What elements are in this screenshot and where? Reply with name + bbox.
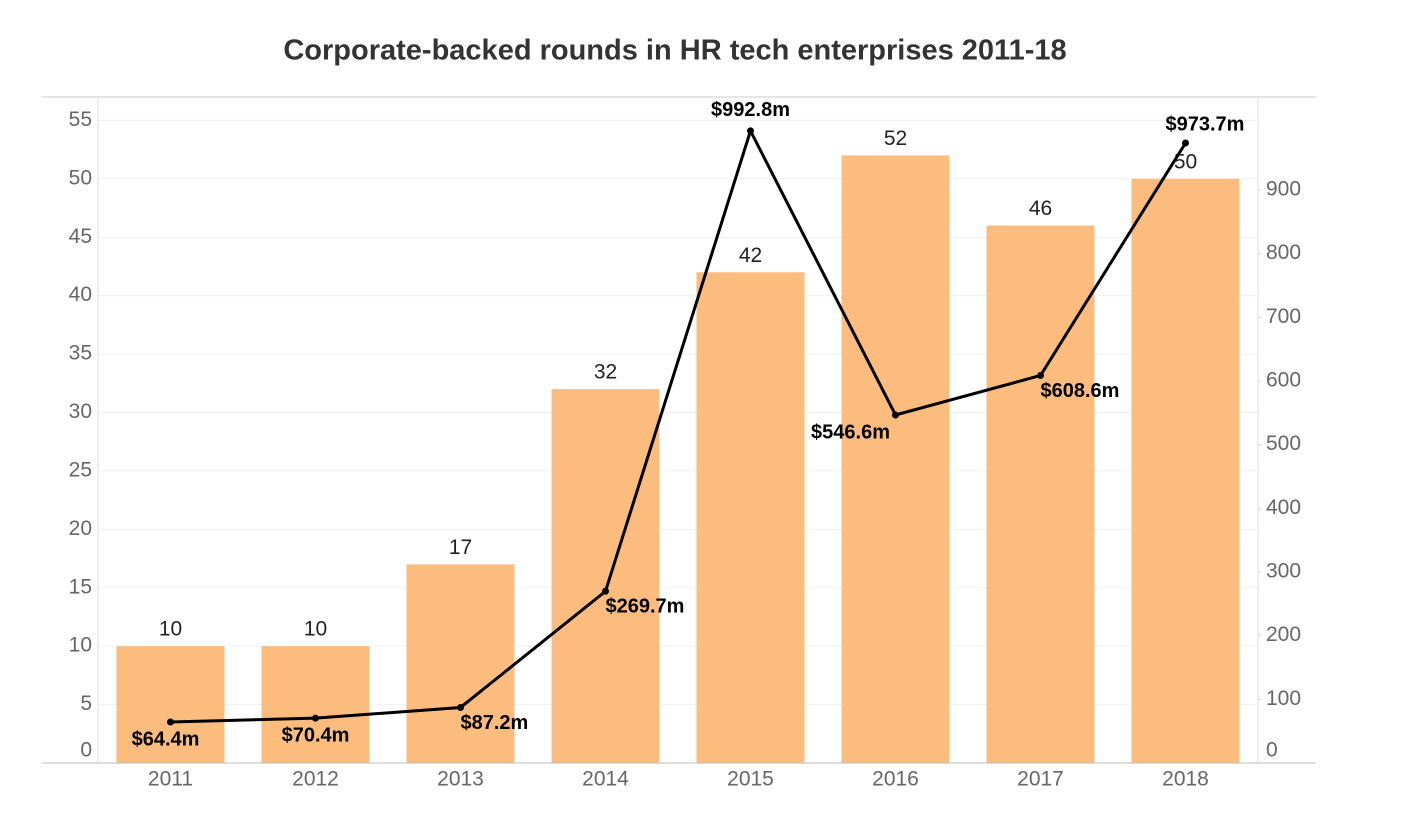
line-label: $608.6m: [1041, 380, 1120, 402]
y2-tick-label: 600: [1266, 369, 1301, 392]
y-tick-label: 55: [69, 108, 92, 131]
bar: [986, 225, 1095, 764]
x-tick-label: 2011: [148, 768, 193, 791]
line-label: $973.7m: [1166, 113, 1245, 135]
line-point: [1182, 139, 1189, 147]
y-tick-label: 10: [69, 634, 92, 657]
x-tick-label: 2016: [872, 768, 919, 791]
chart-title: Corporate-backed rounds in HR tech enter…: [283, 35, 1066, 67]
line-point: [312, 714, 319, 722]
bar: [551, 389, 660, 763]
bar-label: 32: [594, 361, 617, 384]
x-tick-label: 2012: [292, 768, 339, 791]
bar: [116, 646, 225, 763]
line-label: $70.4m: [282, 724, 350, 746]
line-label: $64.4m: [132, 728, 200, 750]
x-tick-label: 2015: [727, 768, 774, 791]
y-tick-label: 40: [69, 283, 92, 306]
y2-tick-label: 100: [1266, 687, 1301, 710]
y-tick-label: 50: [69, 166, 92, 189]
line-point: [747, 127, 754, 135]
bar-label: 50: [1174, 150, 1197, 173]
y-tick-label: 25: [69, 458, 92, 481]
line-label: $87.2m: [461, 712, 529, 734]
y2-tick-label: 0: [1266, 739, 1278, 762]
x-tick-label: 2017: [1017, 768, 1064, 791]
y2-tick-label: 200: [1266, 623, 1301, 646]
line-point: [602, 587, 609, 595]
y-tick-label: 35: [69, 342, 92, 365]
bar-label: 52: [884, 127, 907, 150]
line-point: [457, 703, 464, 711]
bar: [406, 564, 515, 763]
bar-label: 10: [304, 618, 327, 641]
y2-tick-label: 300: [1266, 560, 1301, 583]
line: [170, 126, 1187, 724]
bar-label: 10: [159, 618, 182, 641]
line-label: $992.8m: [711, 99, 790, 121]
bar-label: 17: [449, 536, 472, 559]
bar: [1131, 178, 1240, 763]
y-tick-label: 30: [69, 400, 92, 423]
y2-tick-label: 900: [1266, 178, 1301, 201]
line-point: [892, 411, 899, 419]
bar: [261, 646, 370, 763]
bar: [696, 272, 805, 763]
line-point: [167, 718, 174, 726]
line-label: $546.6m: [811, 421, 890, 443]
bar-label: 46: [1029, 197, 1052, 220]
y-tick-label: 0: [80, 739, 92, 762]
line-label: $269.7m: [606, 596, 685, 618]
y-tick-label: 45: [69, 225, 92, 248]
bar: [841, 155, 950, 764]
y-tick-label: 20: [69, 517, 92, 540]
x-tick-label: 2018: [1162, 768, 1209, 791]
y2-tick-label: 700: [1266, 305, 1301, 328]
y2-tick-label: 500: [1266, 432, 1301, 455]
y2-tick-label: 800: [1266, 241, 1301, 264]
x-tick-label: 2013: [437, 768, 484, 791]
x-tick-label: 2014: [582, 768, 629, 791]
line-point: [1037, 371, 1044, 379]
y-tick-label: 5: [80, 692, 92, 715]
y-tick-label: 15: [69, 575, 92, 598]
y2-tick-label: 400: [1266, 496, 1301, 519]
bar-label: 42: [739, 244, 762, 267]
